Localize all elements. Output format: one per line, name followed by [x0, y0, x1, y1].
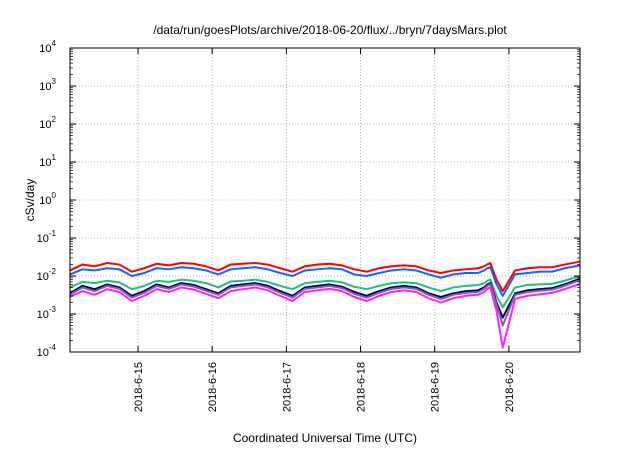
y-tick-label: 102 — [39, 115, 56, 131]
y-tick-label: 10-1 — [37, 229, 57, 245]
x-tick-label: 2018-6-16 — [207, 362, 219, 412]
y-tick-label: 104 — [39, 39, 56, 55]
plot-frame — [69, 47, 581, 353]
ticks-layer: 10-4 10-3 10-2 10-1 100 101 102 103 104 2018-6-15… — [37, 39, 580, 412]
x-tick-label: 2018-6-20 — [504, 362, 516, 412]
series-line — [69, 279, 581, 327]
y-axis-label: cSv/day — [23, 179, 37, 222]
y-tick-label: 100 — [39, 191, 56, 207]
series-line — [69, 282, 581, 349]
y-tick-label: 10-4 — [37, 343, 57, 359]
x-tick-label: 2018-6-17 — [281, 362, 293, 412]
y-tick-label: 10-2 — [37, 267, 57, 283]
y-tick-label: 10-3 — [37, 305, 57, 321]
series-line — [69, 264, 581, 297]
series-layer — [69, 260, 581, 349]
series-line — [69, 260, 581, 293]
x-tick-label: 2018-6-15 — [133, 362, 145, 412]
x-axis-label: Coordinated Universal Time (UTC) — [233, 431, 417, 445]
x-tick-label: 2018-6-18 — [356, 362, 368, 412]
y-tick-label: 103 — [39, 77, 56, 93]
y-tick-label: 101 — [39, 153, 56, 169]
series-line — [69, 275, 581, 309]
grid-layer — [70, 48, 580, 352]
chart-title: /data/run/goesPlots/archive/2018-06-20/f… — [153, 23, 507, 37]
x-tick-label: 2018-6-19 — [430, 362, 442, 412]
